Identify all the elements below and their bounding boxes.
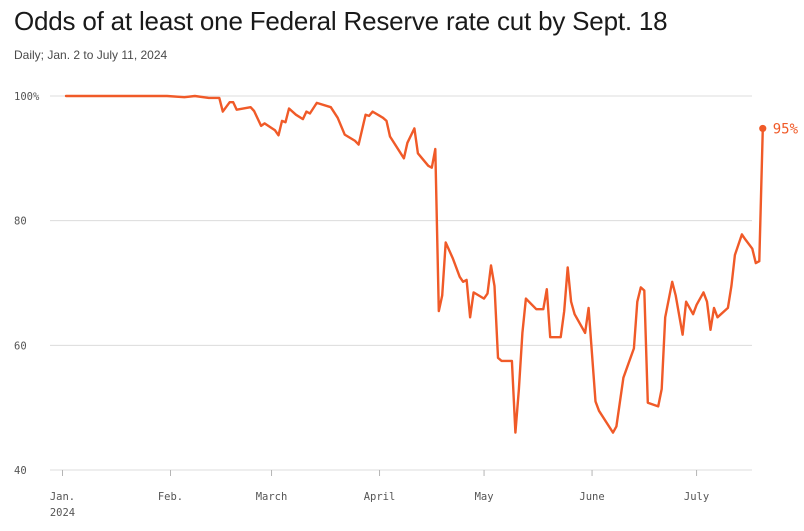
- x-tick-label-june: June: [579, 491, 604, 503]
- x-tick-label-july: July: [684, 491, 709, 503]
- y-tick-label-80: 80: [14, 216, 27, 228]
- series-line-0: [64, 94, 764, 434]
- x-tick-label-feb: Feb.: [158, 491, 183, 503]
- y-axis-ticks: 100% 80 60 40: [14, 91, 40, 477]
- y-tick-label-60: 60: [14, 340, 27, 352]
- x-tick-label-march: March: [256, 491, 288, 503]
- y-tick-label-100: 100%: [14, 91, 40, 103]
- chart-subtitle: Daily; Jan. 2 to July 11, 2024: [14, 48, 168, 62]
- x-axis-ticks: Jan. 2024 Feb. March April May June July: [50, 470, 709, 519]
- series-group: 95%: [64, 94, 799, 434]
- end-point-marker: [759, 124, 767, 133]
- end-value-label: 95%: [773, 121, 799, 137]
- x-tick-label-jan: Jan.: [50, 491, 75, 503]
- x-tick-label-may: May: [475, 491, 494, 503]
- y-tick-label-40: 40: [14, 465, 27, 477]
- x-tick-sublabel-year: 2024: [50, 507, 75, 519]
- chart-title: Odds of at least one Federal Reserve rat…: [14, 6, 668, 36]
- x-tick-label-april: April: [364, 491, 396, 503]
